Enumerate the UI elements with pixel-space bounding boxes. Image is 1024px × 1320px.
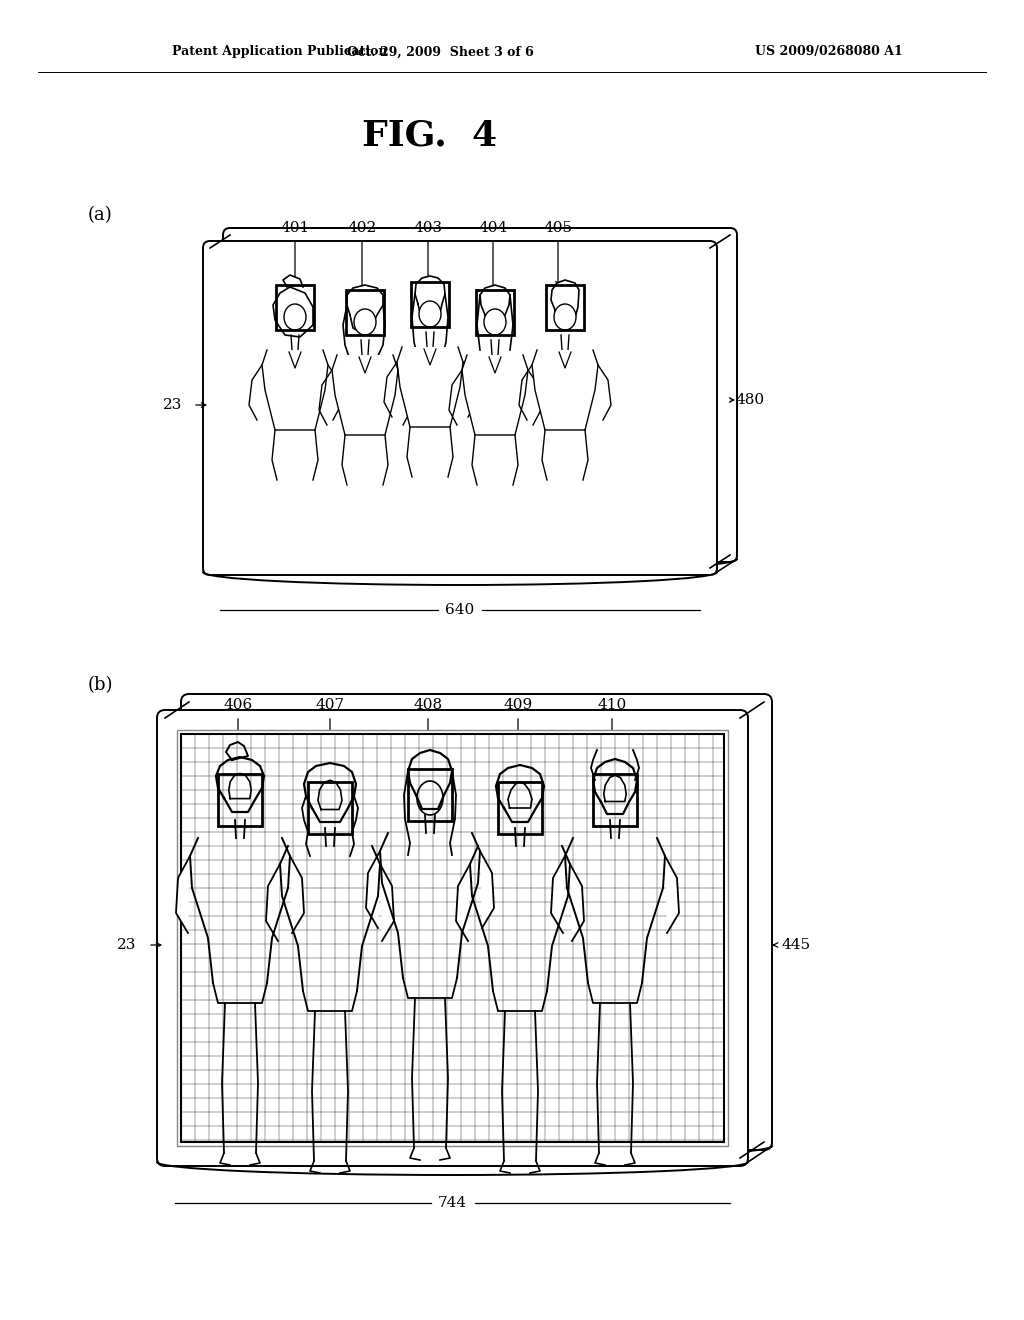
Bar bbox=[498, 781, 542, 834]
Text: 403: 403 bbox=[414, 220, 442, 235]
Bar bbox=[308, 781, 352, 834]
Bar bbox=[181, 734, 724, 1142]
FancyBboxPatch shape bbox=[181, 694, 772, 1150]
Text: 23: 23 bbox=[117, 939, 136, 952]
Text: (b): (b) bbox=[88, 676, 114, 694]
FancyBboxPatch shape bbox=[223, 228, 737, 562]
Text: 410: 410 bbox=[597, 698, 627, 711]
Polygon shape bbox=[262, 350, 328, 430]
Bar bbox=[218, 774, 262, 826]
Text: US 2009/0268080 A1: US 2009/0268080 A1 bbox=[755, 45, 903, 58]
Text: 23: 23 bbox=[163, 399, 182, 412]
Text: 640: 640 bbox=[445, 603, 475, 616]
Text: 404: 404 bbox=[478, 220, 508, 235]
Polygon shape bbox=[266, 865, 280, 941]
Text: FIG.  4: FIG. 4 bbox=[362, 117, 498, 152]
Text: Patent Application Publication: Patent Application Publication bbox=[172, 45, 387, 58]
Polygon shape bbox=[456, 865, 470, 941]
Text: 744: 744 bbox=[438, 1196, 467, 1210]
Polygon shape bbox=[273, 286, 313, 337]
Text: 402: 402 bbox=[347, 220, 377, 235]
Text: 406: 406 bbox=[223, 698, 253, 711]
Ellipse shape bbox=[554, 304, 575, 330]
Polygon shape bbox=[176, 855, 190, 933]
Text: (a): (a) bbox=[88, 206, 113, 224]
Polygon shape bbox=[462, 355, 528, 436]
Text: 405: 405 bbox=[544, 220, 572, 235]
Polygon shape bbox=[347, 285, 383, 333]
Polygon shape bbox=[480, 851, 494, 928]
Ellipse shape bbox=[419, 301, 441, 327]
FancyBboxPatch shape bbox=[157, 710, 748, 1166]
Polygon shape bbox=[551, 280, 579, 325]
Ellipse shape bbox=[354, 309, 376, 335]
Bar bbox=[177, 730, 728, 1146]
Polygon shape bbox=[570, 865, 584, 941]
Polygon shape bbox=[532, 350, 598, 430]
Text: 480: 480 bbox=[735, 393, 764, 407]
Polygon shape bbox=[551, 855, 565, 933]
Text: 409: 409 bbox=[504, 698, 532, 711]
Bar bbox=[276, 285, 314, 330]
Polygon shape bbox=[480, 285, 510, 330]
Polygon shape bbox=[415, 276, 445, 322]
Bar bbox=[476, 289, 514, 334]
Bar bbox=[408, 770, 452, 821]
Ellipse shape bbox=[484, 309, 506, 335]
FancyBboxPatch shape bbox=[203, 242, 717, 576]
Polygon shape bbox=[665, 855, 679, 933]
Polygon shape bbox=[290, 855, 304, 933]
Ellipse shape bbox=[284, 304, 306, 330]
Bar bbox=[546, 285, 584, 330]
Polygon shape bbox=[380, 865, 394, 941]
Polygon shape bbox=[397, 347, 463, 426]
Polygon shape bbox=[283, 275, 303, 286]
Text: Oct. 29, 2009  Sheet 3 of 6: Oct. 29, 2009 Sheet 3 of 6 bbox=[347, 45, 534, 58]
Polygon shape bbox=[332, 355, 398, 436]
Polygon shape bbox=[366, 851, 380, 928]
Text: 401: 401 bbox=[281, 220, 309, 235]
Bar bbox=[411, 281, 449, 326]
Text: 407: 407 bbox=[315, 698, 344, 711]
Bar bbox=[346, 289, 384, 334]
Text: 445: 445 bbox=[782, 939, 811, 952]
Bar bbox=[593, 774, 637, 826]
Text: 408: 408 bbox=[414, 698, 442, 711]
